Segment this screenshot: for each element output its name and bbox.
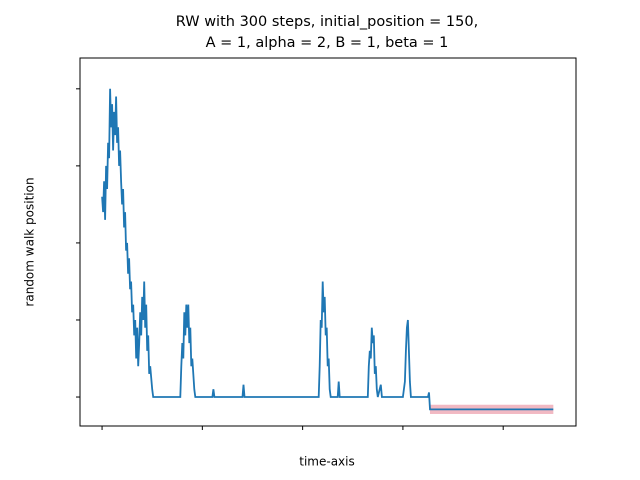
y-axis-label: random walk position — [23, 177, 37, 306]
line — [101, 88, 554, 411]
plot-frame — [79, 57, 577, 427]
chart-title: A = 1, alpha = 2, B = 1, beta = 1 — [206, 35, 449, 51]
x-axis-label: time-axis — [299, 455, 354, 469]
chart-title: RW with 300 steps, initial_position = 15… — [176, 14, 478, 30]
